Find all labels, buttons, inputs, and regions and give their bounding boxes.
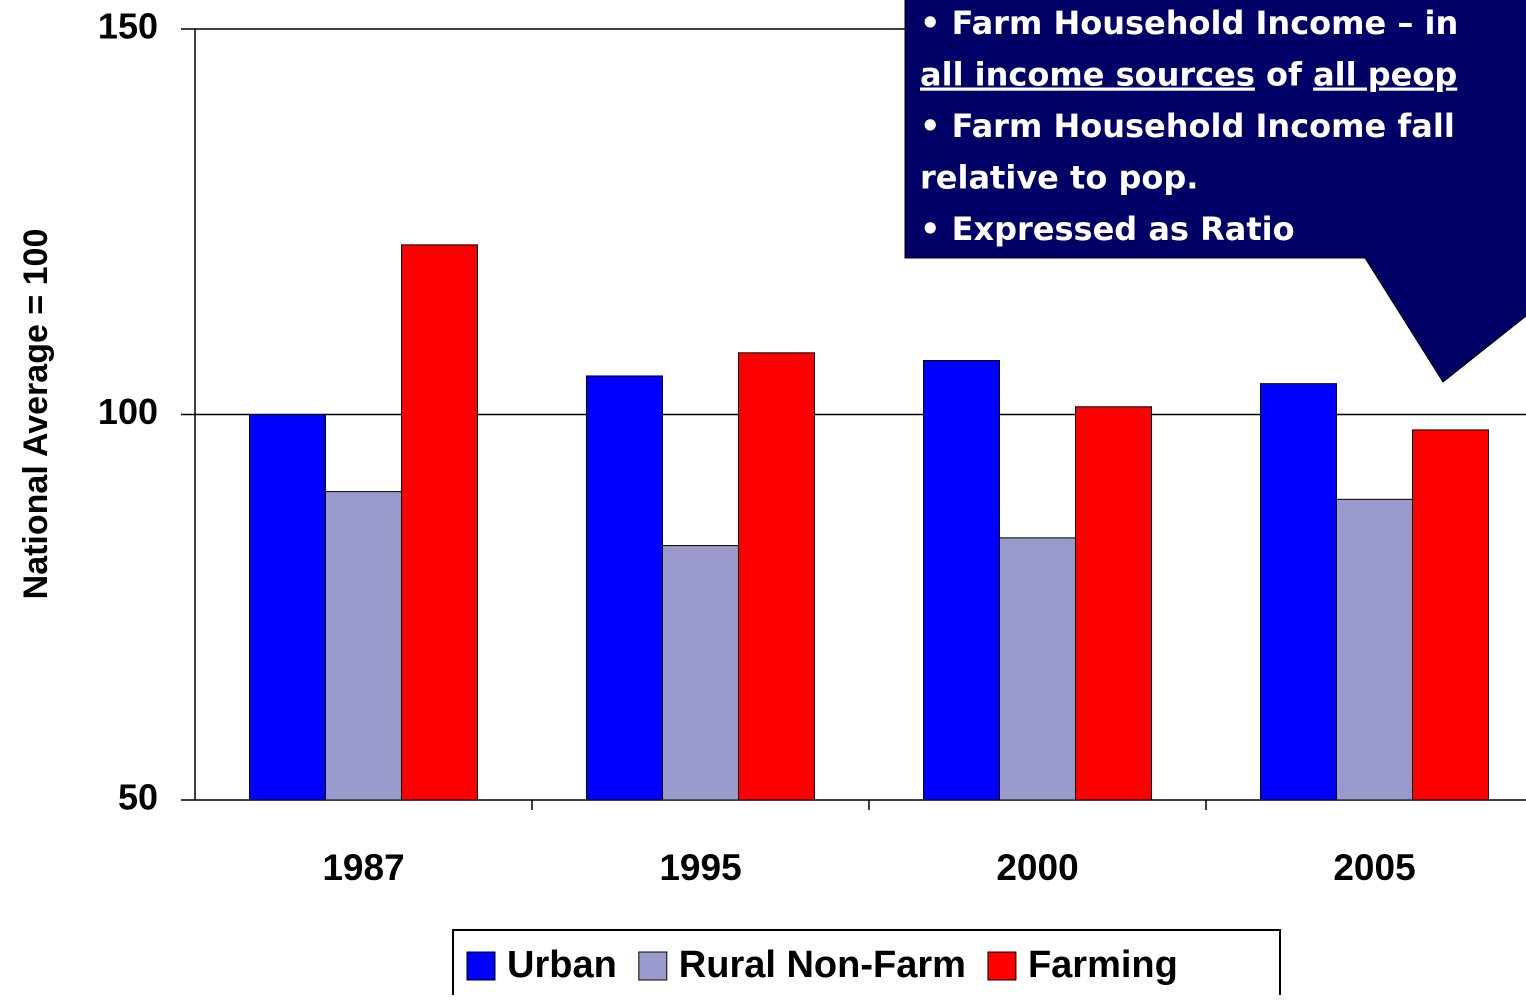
bar [999, 537, 1076, 801]
bar [401, 244, 478, 801]
y-tick-label: 50 [118, 777, 158, 818]
callout-line: all income sources of all peop [920, 56, 1457, 94]
bar [1336, 498, 1413, 801]
y-tick-label: 150 [98, 6, 158, 47]
callout-line: • Farm Household Income fall [920, 107, 1455, 145]
callout-text: • Expressed as Ratio [920, 210, 1295, 248]
x-tick-label: 1987 [322, 847, 404, 888]
bar [738, 352, 815, 801]
bar [249, 414, 326, 801]
bar [662, 545, 739, 801]
callout-text: of [1255, 56, 1313, 94]
bar [325, 491, 402, 801]
callout: • Farm Household Income – in all income s… [904, 0, 1526, 383]
x-tick-label: 2000 [996, 847, 1078, 888]
x-tick-label: 1995 [659, 847, 741, 888]
legend-label: Urban [507, 944, 617, 986]
callout-text: all income sources [920, 56, 1255, 94]
callout-line: • Expressed as Ratio [920, 210, 1295, 248]
y-axis-label: National Average = 100 [17, 229, 55, 600]
callout-line: relative to pop. [920, 159, 1198, 197]
bar [586, 375, 663, 801]
x-tick-label: 2005 [1333, 847, 1415, 888]
legend-swatch [987, 951, 1017, 981]
bar [1075, 406, 1152, 801]
legend-swatch [638, 951, 668, 981]
bar [923, 360, 1000, 801]
legend-swatch [466, 951, 496, 981]
legend-box [452, 929, 1281, 1000]
legend-label: Rural Non-Farm [679, 944, 966, 986]
callout-text: • Farm Household Income – in [920, 4, 1458, 42]
callout-line: • Farm Household Income – in [920, 4, 1458, 42]
callout-text: • Farm Household Income fall [920, 107, 1455, 145]
y-tick-label: 100 [98, 391, 158, 432]
callout-text: all peop [1313, 56, 1457, 94]
callout-text: relative to pop. [920, 159, 1198, 197]
legend: Urban Rural Non-Farm Farming [452, 929, 1281, 1000]
bar [1260, 383, 1337, 801]
bar [1412, 429, 1489, 801]
callout-shape [904, 0, 1526, 383]
legend-label: Farming [1028, 944, 1178, 986]
